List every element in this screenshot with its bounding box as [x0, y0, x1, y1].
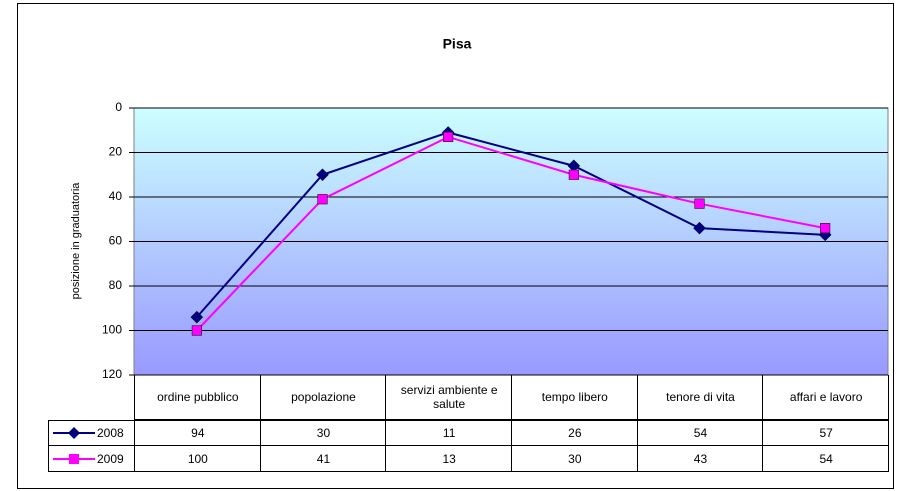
- legend-marker: [68, 427, 80, 439]
- marker: [443, 131, 454, 142]
- marker: [191, 325, 202, 336]
- y-tick-label: 100: [102, 323, 122, 337]
- table-value: 54: [762, 446, 889, 472]
- y-tick-label: 20: [109, 145, 123, 159]
- marker: [694, 198, 705, 209]
- table-value: 13: [385, 446, 512, 472]
- legend-label: 2009: [97, 451, 124, 466]
- table-value: 43: [636, 446, 764, 472]
- table-value: 41: [259, 446, 387, 472]
- y-tick-label: 0: [115, 100, 122, 114]
- marker: [693, 221, 706, 235]
- category-cell: servizi ambiente e salute: [385, 375, 512, 420]
- legend-label: 2008: [97, 426, 124, 440]
- marker: [190, 310, 204, 324]
- series-line: [196, 135, 826, 332]
- table-value: 30: [259, 420, 387, 446]
- category-cell: tenore di vita: [636, 375, 764, 420]
- table-value: 30: [511, 446, 638, 472]
- category-cell: affari e lavoro: [762, 375, 889, 420]
- legend-key: [53, 427, 95, 439]
- marker: [316, 168, 329, 182]
- y-tick-label: 40: [109, 189, 123, 203]
- category-cell: tempo libero: [511, 375, 638, 420]
- legend-cell: 2008: [48, 420, 135, 446]
- marker: [820, 223, 831, 234]
- marker: [317, 194, 328, 205]
- y-tick-label: 60: [109, 234, 123, 248]
- y-tick-label: 80: [109, 278, 123, 292]
- category-cell: ordine pubblico: [134, 375, 261, 420]
- table-value: 57: [762, 420, 889, 446]
- table-value: 26: [511, 420, 638, 446]
- chart-title: Pisa: [443, 36, 472, 52]
- y-tick-label: 120: [102, 367, 122, 381]
- table-value: 94: [134, 420, 261, 446]
- table-value: 54: [636, 420, 764, 446]
- series-line: [196, 131, 826, 318]
- table-value: 100: [134, 446, 261, 472]
- y-axis-label: posizione in graduatoria: [70, 182, 82, 300]
- table-right-border: [888, 375, 889, 472]
- legend-marker: [69, 453, 79, 464]
- marker: [568, 169, 579, 180]
- table-value: 11: [385, 420, 512, 446]
- category-cell: popolazione: [259, 375, 387, 420]
- legend-key: [53, 453, 95, 464]
- legend-cell: 2009: [48, 446, 135, 472]
